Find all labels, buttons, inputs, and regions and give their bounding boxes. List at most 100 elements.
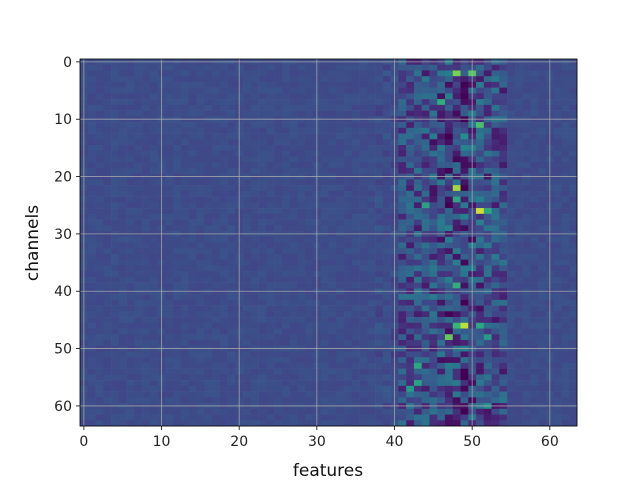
heatmap-cell: [444, 294, 454, 301]
heatmap-cell: [460, 351, 469, 358]
heatmap-cell: [406, 397, 415, 404]
heatmap-cell: [103, 122, 112, 129]
heatmap-cell: [336, 259, 345, 266]
heatmap-cell: [398, 391, 407, 398]
heatmap-cell: [375, 339, 384, 347]
heatmap-cell: [173, 265, 182, 272]
heatmap-cell: [530, 368, 539, 375]
heatmap-cell: [134, 362, 143, 369]
heatmap-cell: [320, 420, 329, 427]
heatmap-cell: [452, 294, 461, 301]
heatmap-cell: [336, 93, 345, 100]
heatmap-cell: [111, 271, 120, 278]
heatmap-cell: [344, 93, 353, 100]
heatmap-cell: [429, 362, 438, 369]
heatmap-cell: [398, 156, 407, 163]
heatmap-cell: [266, 150, 275, 157]
heatmap-cell: [351, 185, 360, 192]
heatmap-cell: [165, 225, 174, 232]
heatmap-cell: [134, 391, 143, 398]
heatmap-cell: [274, 305, 283, 312]
heatmap-cell: [266, 127, 275, 134]
heatmap-cell: [250, 190, 259, 197]
heatmap-cell: [281, 362, 290, 369]
heatmap-cell: [266, 185, 275, 192]
heatmap-cell: [196, 64, 205, 71]
heatmap-cell: [514, 374, 523, 381]
heatmap-cell: [522, 276, 531, 283]
heatmap-cell: [281, 99, 290, 106]
heatmap-cell: [444, 127, 454, 134]
heatmap-cell: [305, 368, 314, 375]
heatmap-cell: [476, 414, 485, 421]
heatmap-cell: [149, 351, 158, 358]
heatmap-cell: [359, 265, 368, 272]
heatmap-cell: [142, 64, 151, 71]
heatmap-cell: [553, 380, 562, 387]
heatmap-cell: [281, 317, 290, 324]
heatmap-cell: [398, 322, 407, 329]
heatmap-cell: [483, 208, 492, 215]
heatmap-cell: [227, 265, 236, 272]
heatmap-cell: [243, 328, 252, 335]
heatmap-cell: [149, 253, 158, 260]
heatmap-cell: [196, 322, 205, 329]
heatmap-cell: [359, 248, 368, 255]
heatmap-cell: [281, 414, 290, 421]
heatmap-cell: [538, 196, 547, 203]
heatmap-cell: [491, 127, 500, 134]
heatmap-cell: [142, 162, 151, 169]
heatmap-cell: [227, 87, 236, 94]
heatmap-cell: [126, 385, 135, 392]
heatmap-cell: [289, 202, 298, 209]
heatmap-cell: [320, 311, 329, 318]
heatmap-cell: [351, 236, 360, 243]
heatmap-cell: [142, 282, 151, 289]
heatmap-cell: [429, 374, 438, 381]
heatmap-cell: [437, 408, 446, 415]
heatmap-cell: [452, 213, 461, 220]
heatmap-cell: [367, 362, 376, 369]
heatmap-cell: [507, 110, 516, 117]
heatmap-cell: [188, 156, 197, 163]
heatmap-cell: [188, 408, 197, 415]
heatmap-cell: [561, 374, 570, 381]
heatmap-cell: [266, 408, 275, 415]
heatmap-cell: [103, 145, 112, 152]
heatmap-cell: [553, 150, 562, 157]
heatmap-cell: [118, 162, 127, 169]
heatmap-cell: [103, 179, 112, 186]
heatmap-cell: [126, 351, 135, 358]
heatmap-cell: [375, 162, 384, 169]
heatmap-cell: [126, 420, 135, 427]
heatmap-cell: [413, 162, 422, 169]
heatmap-cell: [297, 374, 306, 381]
heatmap-cell: [452, 156, 461, 163]
heatmap-cell: [266, 328, 275, 335]
heatmap-cell: [180, 259, 190, 266]
heatmap-cell: [406, 368, 415, 375]
heatmap-cell: [359, 391, 368, 398]
heatmap-cell: [538, 64, 547, 71]
heatmap-cell: [413, 167, 422, 174]
heatmap-cell: [227, 104, 236, 111]
heatmap-cell: [538, 299, 547, 306]
heatmap-cell: [180, 253, 190, 260]
heatmap-cell: [204, 322, 213, 329]
heatmap-cell: [212, 248, 221, 255]
heatmap-cell: [219, 408, 228, 415]
heatmap-cell: [118, 81, 127, 88]
heatmap-cell: [111, 259, 120, 266]
heatmap-cell: [413, 391, 422, 398]
heatmap-cell: [180, 139, 190, 146]
heatmap-cell: [336, 334, 345, 341]
heatmap-cell: [476, 276, 485, 283]
heatmap-cell: [95, 414, 104, 421]
heatmap-cell: [227, 408, 236, 415]
heatmap-cell: [530, 185, 539, 192]
heatmap-cell: [421, 368, 430, 375]
heatmap-cell: [569, 374, 578, 381]
heatmap-cell: [437, 334, 446, 341]
heatmap-cell: [196, 248, 205, 255]
heatmap-cell: [437, 391, 446, 398]
